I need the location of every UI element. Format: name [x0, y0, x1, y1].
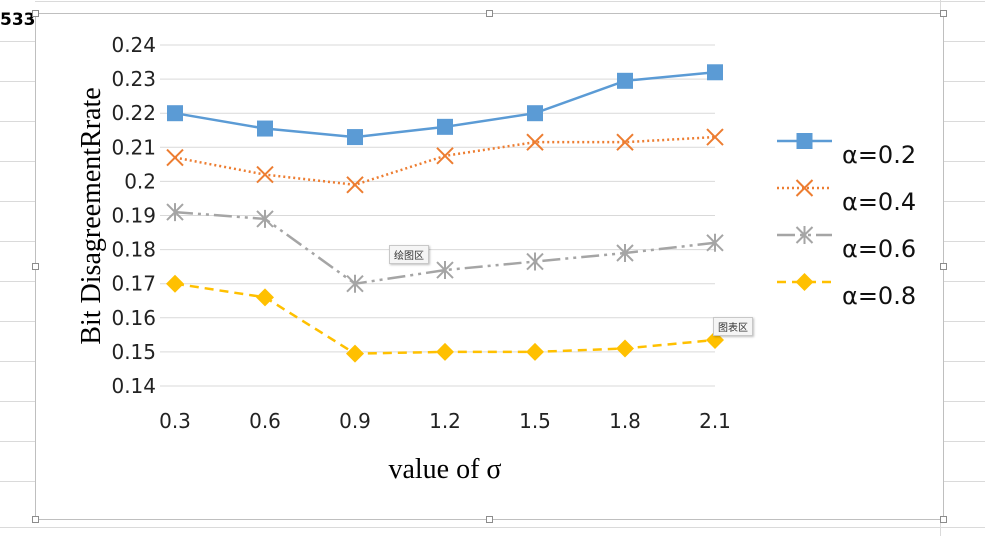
x-tick-label: 0.6: [249, 409, 281, 433]
resize-handle-bottom-left[interactable]: [32, 516, 39, 523]
x-tick-label: 1.8: [609, 409, 641, 433]
y-tick-label: 0.15: [111, 340, 156, 364]
data-point: [256, 209, 274, 228]
resize-handle-top-right[interactable]: [940, 10, 947, 17]
y-tick-label: 0.22: [111, 101, 156, 125]
data-point: [706, 128, 724, 146]
legend-label: α=0.2: [842, 141, 916, 169]
legend-entry: α=0.8: [777, 273, 916, 310]
data-point: [437, 118, 453, 135]
data-point: [166, 203, 184, 222]
y-tick-label: 0.16: [111, 306, 156, 330]
legend-marker: [795, 179, 814, 197]
data-point: [436, 342, 454, 361]
y-tick-label: 0.14: [111, 374, 156, 398]
y-tick-label: 0.2: [124, 169, 156, 193]
data-point: [436, 261, 454, 280]
x-tick-label: 2.1: [699, 409, 731, 433]
legend-entry: α=0.4: [777, 179, 916, 216]
y-tick-label: 0.18: [111, 238, 156, 262]
legend-marker: [796, 133, 813, 149]
y-tick-label: 0.21: [111, 135, 156, 159]
y-tick-label: 0.23: [111, 67, 156, 91]
data-point: [527, 105, 543, 122]
series-4: [166, 274, 724, 363]
y-tick-label: 0.24: [111, 33, 156, 57]
resize-handle-top-left[interactable]: [32, 10, 39, 17]
data-point: [526, 342, 544, 361]
data-point: [346, 344, 364, 363]
data-point: [706, 233, 724, 252]
legend-label: α=0.6: [842, 235, 916, 263]
series-2: [166, 128, 724, 194]
legend-marker: [795, 273, 814, 291]
data-point: [616, 133, 634, 151]
cell-reference: 533: [0, 10, 38, 30]
plot-area-tooltip: 绘图区: [389, 245, 429, 264]
data-point: [166, 274, 184, 293]
data-point: [347, 129, 363, 146]
x-tick-label: 0.9: [339, 409, 371, 433]
data-point: [436, 147, 454, 165]
data-point: [526, 133, 544, 151]
x-axis-title: value of σ: [388, 454, 501, 485]
data-point: [707, 64, 723, 81]
y-tick-label: 0.19: [111, 204, 156, 228]
data-point: [256, 288, 274, 307]
resize-handle-top[interactable]: [486, 10, 493, 17]
legend-label: α=0.8: [842, 282, 916, 310]
data-point: [346, 274, 364, 293]
legend-marker: [795, 226, 814, 244]
data-point: [526, 252, 544, 271]
data-point: [166, 148, 184, 167]
resize-handle-left[interactable]: [32, 263, 39, 270]
series-1: [167, 64, 723, 146]
data-point: [256, 165, 274, 184]
data-point: [167, 105, 183, 122]
x-tick-label: 0.3: [159, 409, 191, 433]
resize-handle-bottom-right[interactable]: [940, 516, 947, 523]
chart-area-tooltip: 图表区: [713, 317, 753, 336]
x-tick-label: 1.5: [519, 409, 551, 433]
data-point: [617, 72, 633, 89]
legend-entry: α=0.6: [777, 226, 916, 263]
data-point: [346, 176, 364, 194]
legend-entry: α=0.2: [777, 133, 916, 169]
series-3: [166, 203, 724, 293]
resize-handle-right[interactable]: [940, 263, 947, 270]
y-axis-title: Bit DisagreementRrate: [76, 87, 107, 344]
data-point: [616, 339, 634, 358]
resize-handle-bottom[interactable]: [486, 516, 493, 523]
series-line: [174, 135, 716, 187]
data-point: [257, 120, 273, 137]
data-point: [616, 244, 634, 263]
y-tick-label: 0.17: [111, 272, 156, 296]
legend-label: α=0.4: [842, 188, 916, 216]
x-tick-label: 1.2: [429, 409, 461, 433]
